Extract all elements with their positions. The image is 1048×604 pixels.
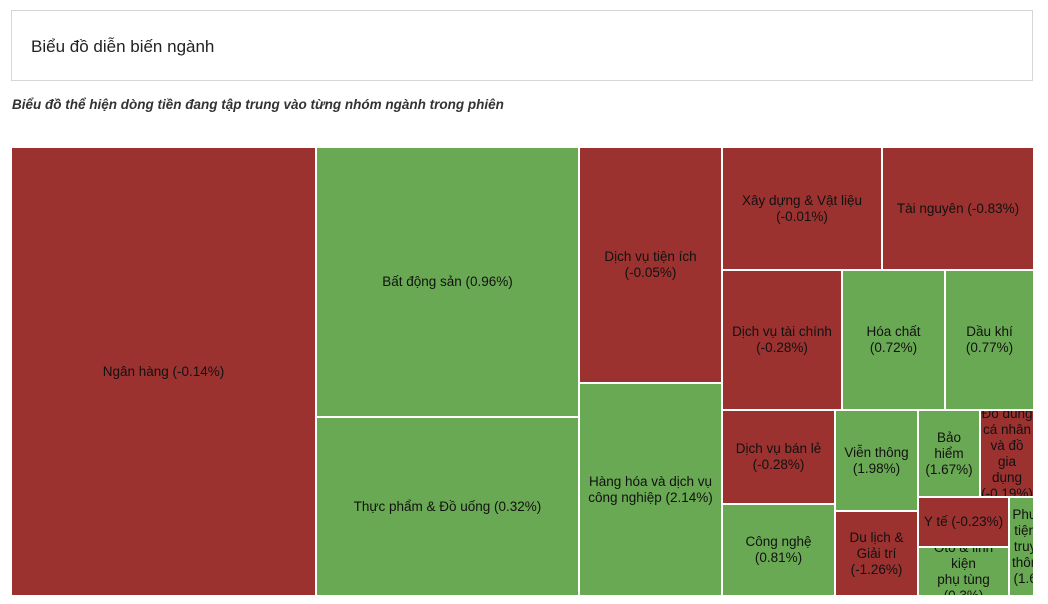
treemap-tile-label: Ngân hàng (-0.14%) [101,364,227,380]
treemap-tile-label: Tài nguyên (-0.83%) [895,201,1021,217]
treemap-tile-label: Du lịch & Giải trí (-1.26%) [847,530,905,578]
treemap-label-line: Dầu khí [966,324,1013,339]
treemap-tile[interactable]: Bất động sản (0.96%) [316,147,579,417]
treemap-label-line: Giải trí [856,545,897,561]
treemap-label-line: Công nghệ [745,534,812,549]
treemap-label-line: Y tế (-0.23%) [923,514,1004,529]
treemap-tile[interactable]: Đồ dùng cá nhân và đồ gia dụng (-0.19%) [980,410,1034,497]
treemap-label-line: truy [1013,538,1033,554]
treemap-label-line: Bất động sản (0.96%) [382,274,513,289]
treemap-tile[interactable]: Dịch vụ tiện ích (-0.05%) [579,147,722,383]
treemap-label-line: Ngân hàng (-0.14%) [102,363,225,379]
treemap-tile[interactable]: Dầu khí (0.77%) [945,270,1034,410]
treemap-tile[interactable]: Thực phẩm & Đồ uống (0.32%) [316,417,579,596]
treemap-tile[interactable]: Dịch vụ tài chính (-0.28%) [722,270,842,410]
treemap-label-line: (-0.28%) [752,457,805,472]
treemap-label-line: Đồ dùng [981,410,1033,421]
chart-subtitle: Biểu đồ thể hiện dòng tiền đang tập trun… [12,97,504,112]
treemap-tile[interactable]: Viễn thông (1.98%) [835,410,918,511]
treemap-label-line: Dịch vụ bán lẻ [735,441,822,456]
treemap-tile-label: Đồ dùng cá nhân và đồ gia dụng (-0.19%) [981,410,1033,497]
treemap-label-line: Bảo hiểm [934,429,964,461]
treemap-label-line: (0.77%) [965,340,1014,355]
treemap-label-line: Dịch vụ tài chính [732,324,832,339]
treemap-label-line: (-0.19%) [981,485,1033,497]
treemap-tile[interactable]: Phưtiệntruythôn(1.6 [1009,497,1034,596]
treemap-tile[interactable]: Du lịch & Giải trí (-1.26%) [835,511,918,596]
treemap-label-line: (-0.05%) [624,265,677,280]
chart-card-header: Biểu đồ diễn biến ngành [11,10,1033,81]
treemap-label-line: Du lịch & [849,529,904,545]
treemap-tile[interactable]: Y tế (-0.23%) [918,497,1009,547]
treemap-tile[interactable]: Công nghệ (0.81%) [722,504,835,596]
treemap-tile-label: Dịch vụ tài chính (-0.28%) [730,324,834,356]
treemap-tile[interactable]: Tài nguyên (-0.83%) [882,147,1034,270]
treemap-label-line: Tài nguyên (-0.83%) [896,200,1020,216]
treemap-tile-label: Bất động sản (0.96%) [380,274,515,290]
treemap-label-line: Phư [1012,506,1033,522]
treemap-label-line: Dịch vụ tiện ích [604,249,697,264]
treemap-label-line: cá nhân [982,421,1032,437]
treemap-label-line: gia [998,453,1017,469]
treemap-tile-label: Thực phẩm & Đồ uống (0.32%) [352,499,544,515]
treemap-label-line: (0.3%) [943,587,984,596]
treemap-tile-label: Hàng hóa và dịch vụ công nghiệp (2.14%) [586,474,715,506]
treemap-label-line: (0.72%) [869,340,918,355]
treemap-label-line: (-0.01%) [776,208,828,224]
treemap-tile-label: Bảo hiểm (1.67%) [919,430,979,478]
treemap-label-line: (1.67%) [925,461,973,477]
treemap-label-line: Xây dựng & Vật liệu [741,192,863,208]
sector-treemap: Ngân hàng (-0.14%) Bất động sản (0.96%) Th… [11,147,1034,596]
treemap-tile[interactable]: Dịch vụ bán lẻ (-0.28%) [722,410,835,504]
treemap-tile[interactable]: Hóa chất (0.72%) [842,270,945,410]
treemap-tile-label: Y tế (-0.23%) [922,514,1005,530]
treemap-tile-label: Ôtô & linh kiện phụ tùng (0.3%) [919,547,1008,596]
treemap-tile-label: Hóa chất (0.72%) [864,324,922,356]
treemap-tile-label: Dịch vụ tiện ích (-0.05%) [602,249,698,281]
treemap-tile-label: Phưtiệntruythôn(1.6 [1010,506,1034,587]
card-title: Biểu đồ diễn biến ngành [31,37,215,56]
treemap-tile[interactable]: Xây dựng & Vật liệu (-0.01%) [722,147,882,270]
treemap-label-line: (-0.28%) [756,340,808,355]
treemap-label-line: Viễn thông [844,444,909,460]
treemap-label-line: và đồ [990,437,1024,453]
treemap-tile-label: Xây dựng & Vật liệu (-0.01%) [740,193,864,225]
treemap-tile[interactable]: Ôtô & linh kiện phụ tùng (0.3%) [918,547,1009,596]
treemap-label-line: Hàng hóa và dịch vụ [588,473,713,489]
treemap-tile-label: Dịch vụ bán lẻ (-0.28%) [734,441,824,473]
treemap-label-line: Ôtô & linh kiện [933,547,994,571]
treemap-tile[interactable]: Ngân hàng (-0.14%) [11,147,316,596]
treemap-tile-label: Dầu khí (0.77%) [964,324,1015,356]
treemap-tile-label: Công nghệ (0.81%) [743,534,813,566]
treemap-label-line: (0.81%) [754,550,803,565]
treemap-label-line: thôn [1012,554,1033,570]
treemap-label-line: (1.6 [1013,570,1034,586]
treemap-tile[interactable]: Bảo hiểm (1.67%) [918,410,980,497]
treemap-label-line: Thực phẩm & Đồ uống (0.32%) [353,498,542,514]
treemap-tile-label: Viễn thông (1.98%) [842,445,910,477]
treemap-tile[interactable]: Hàng hóa và dịch vụ công nghiệp (2.14%) [579,383,722,596]
treemap-label-line: phụ tùng [937,571,990,587]
treemap-label-line: dụng [991,469,1023,485]
treemap-label-line: (-1.26%) [850,561,903,577]
treemap-label-line: (1.98%) [852,460,901,476]
treemap-label-line: Hóa chất [866,324,921,339]
treemap-label-line: công nghiệp (2.14%) [588,489,713,505]
treemap-label-line: tiện [1014,522,1034,538]
